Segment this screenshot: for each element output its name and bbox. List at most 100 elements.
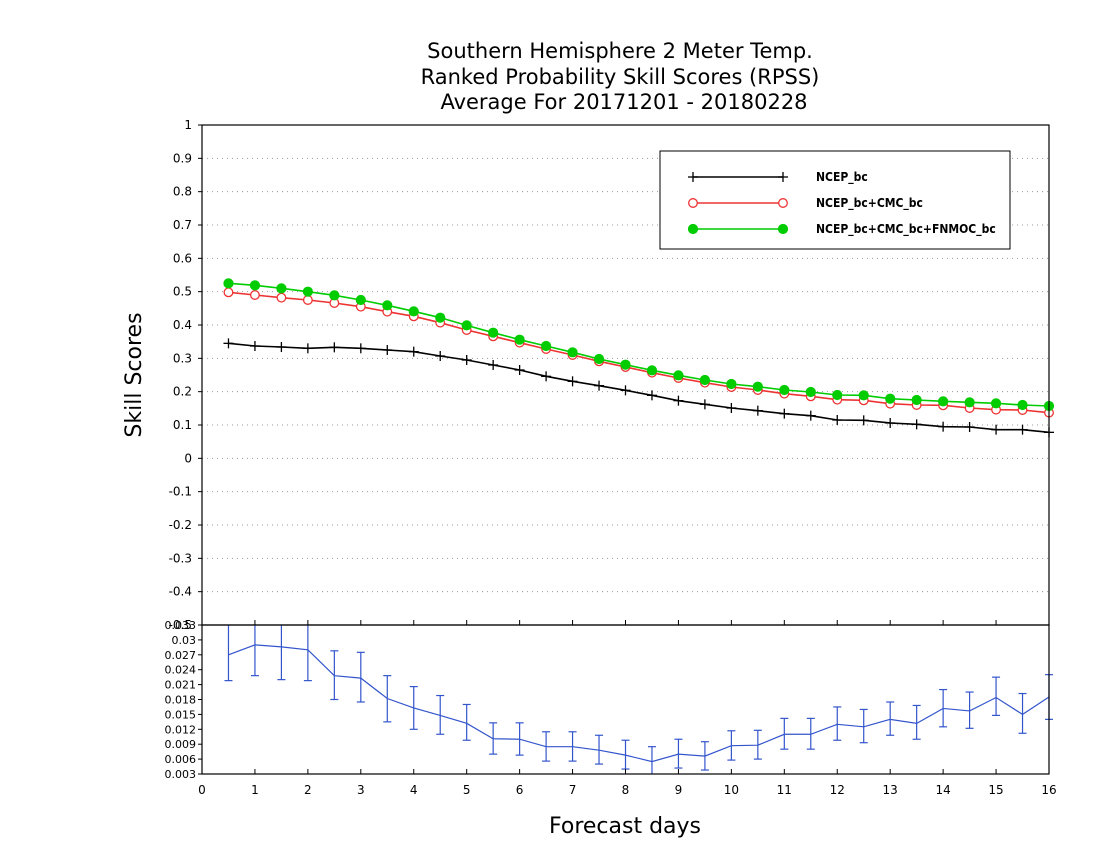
- y-tick-label: 0.6: [173, 251, 192, 265]
- data-point: [435, 312, 446, 323]
- data-point: [885, 418, 896, 428]
- y-tick-label: 0.3: [173, 351, 192, 365]
- data-point: [699, 399, 710, 410]
- error-bar: [886, 701, 895, 736]
- data-point: [249, 290, 260, 300]
- error-bar: [436, 694, 445, 735]
- error-bar: [383, 675, 392, 723]
- data-point: [805, 386, 816, 398]
- error-bar: [250, 625, 259, 677]
- legend: NCEP_bc NCEP_bc+CMC_bc NCEP_bc+CMC_bc+FNMO…: [659, 150, 1011, 250]
- series-line: [228, 282, 1050, 407]
- data-point: [779, 408, 790, 419]
- data-point: [382, 345, 393, 355]
- error-bar: [912, 704, 921, 740]
- data-point: [938, 421, 949, 432]
- x-tick-label: 15: [988, 783, 1003, 797]
- data-point: [990, 398, 1002, 409]
- error-bar: [806, 717, 815, 750]
- data-point: [488, 360, 499, 370]
- error-bar: [965, 691, 974, 729]
- main-y-axis: 1 0.9 0.8 0.7 0.6 0.5 0.4 0.3 0.2 0.1 0 -0.1 -0.2 -0.…: [169, 118, 202, 632]
- legend-label: NCEP_bc: [816, 170, 868, 185]
- y-tick-label: -0.3: [169, 551, 192, 565]
- x-tick-label: 5: [463, 783, 471, 797]
- data-point: [646, 365, 658, 376]
- y-tick-label: -0.5: [169, 618, 192, 632]
- series-line: [228, 342, 1050, 434]
- y-tick-label: 1: [184, 118, 192, 132]
- data-point: [832, 415, 843, 425]
- legend-item: NCEP_bc+CMC_bc+FNMOC_bc: [687, 222, 996, 237]
- data-point: [249, 341, 260, 351]
- data-point: [911, 419, 922, 430]
- x-tick-label: 10: [724, 783, 739, 797]
- chart-title-line-1: Southern Hemisphere 2 Meter Temp.: [427, 39, 813, 63]
- x-tick-label: 6: [516, 783, 524, 797]
- sub-y-tick-label: 0.03: [172, 634, 197, 647]
- y-tick-label: -0.1: [169, 485, 192, 499]
- x-tick-label: 0: [198, 783, 206, 797]
- legend-marker: [687, 223, 699, 235]
- y-tick-label: 0.2: [173, 385, 192, 399]
- data-point: [752, 405, 763, 416]
- data-point: [858, 415, 869, 426]
- y-tick-label: 0.9: [173, 151, 192, 165]
- data-point: [223, 287, 234, 298]
- sub-y-axis: 0.033 0.03 0.027 0.024 0.021 0.0180.015 0.012 0…: [165, 619, 202, 781]
- data-point: [514, 365, 525, 375]
- legend-label: NCEP_bc+CMC_bc+FNMOC_bc: [816, 222, 996, 237]
- data-point: [620, 359, 631, 370]
- error-bar: [277, 625, 286, 681]
- x-axis: 0 1 2 3 4 5 6 7 8 9 10 11 12 13 14 15 16: [198, 620, 1057, 797]
- sub-y-tick-label: 0.015: [165, 708, 197, 721]
- error-bar: [568, 731, 577, 762]
- x-tick-label: 14: [935, 783, 950, 797]
- sub-y-tick-label: 0.018: [165, 694, 197, 707]
- y-tick-label: 0.8: [173, 185, 192, 199]
- y-tick-label: -0.4: [169, 585, 192, 599]
- sub-y-tick-label: 0.009: [165, 738, 197, 751]
- error-bar: [489, 722, 498, 755]
- error-bar: [462, 703, 471, 741]
- legend-box: [659, 150, 1011, 250]
- y-tick-label: 0.4: [173, 318, 192, 332]
- data-point: [673, 370, 684, 381]
- y-tick-label: 0: [184, 451, 192, 465]
- data-point: [567, 347, 578, 358]
- data-point: [382, 300, 393, 311]
- x-axis-label: Forecast days: [549, 814, 701, 839]
- legend-item: NCEP_bc: [688, 170, 868, 185]
- legend-item: NCEP_bc+CMC_bc: [688, 196, 923, 211]
- y-tick-label: 0.7: [173, 218, 192, 232]
- error-bar: [515, 722, 524, 756]
- error-bar: [753, 729, 762, 760]
- y-axis-label: Skill Scores: [122, 312, 147, 437]
- data-point: [302, 286, 313, 297]
- error-bar: [833, 706, 842, 741]
- data-point: [276, 283, 287, 294]
- data-point: [646, 390, 657, 401]
- sub-y-tick-label: 0.027: [165, 649, 197, 662]
- x-tick-label: 8: [622, 783, 630, 797]
- data-point: [673, 395, 684, 406]
- data-point: [938, 396, 949, 407]
- error-bar: [859, 708, 868, 744]
- data-point: [408, 346, 419, 357]
- error-bar: [330, 650, 339, 701]
- data-point: [488, 327, 499, 338]
- error-bar: [700, 741, 709, 771]
- data-point: [461, 355, 472, 365]
- data-point: [223, 278, 234, 289]
- x-tick-label: 11: [777, 783, 792, 797]
- sub-y-tick-label: 0.021: [165, 679, 197, 692]
- data-point: [329, 342, 340, 353]
- data-point: [858, 390, 869, 401]
- main-series: [223, 278, 1055, 438]
- data-point: [726, 378, 737, 390]
- sub-series: [224, 625, 1053, 774]
- data-point: [461, 320, 472, 331]
- error-bar: [674, 738, 683, 769]
- data-point: [832, 389, 843, 401]
- error-bar: [1018, 692, 1027, 734]
